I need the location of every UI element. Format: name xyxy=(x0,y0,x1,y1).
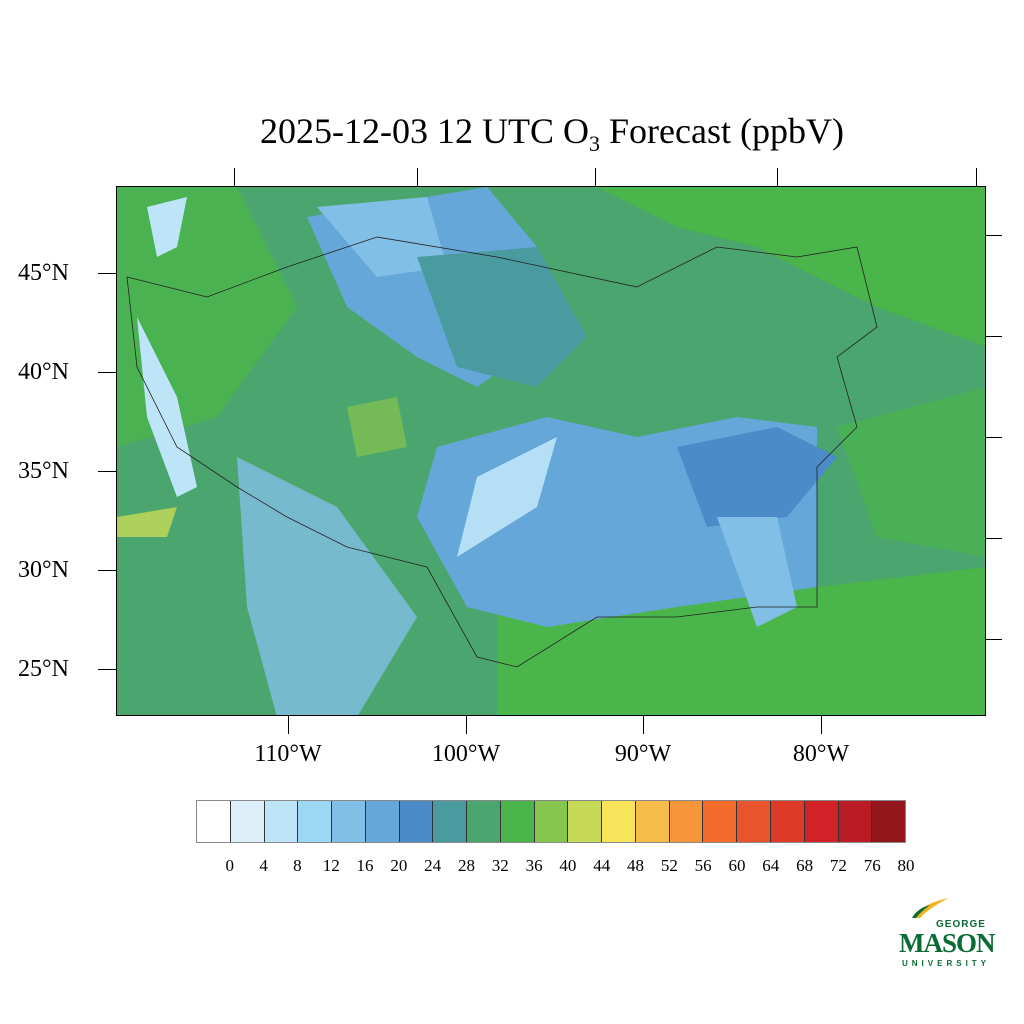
left-tick xyxy=(98,669,116,670)
ozone-region-canada-east xyxy=(597,187,985,347)
logo-line1: GEORGE xyxy=(936,919,986,930)
ozone-region-montana xyxy=(317,197,447,277)
figure-title: 2025-12-03 12 UTC O3 Forecast (ppbV) xyxy=(0,110,1024,157)
colorbar-label: 68 xyxy=(796,856,814,875)
ozone-map xyxy=(116,186,986,716)
left-tick xyxy=(98,471,116,472)
colorbar-label: 72 xyxy=(829,856,847,875)
top-tick xyxy=(234,168,235,186)
colorbar-label: 0 xyxy=(225,856,235,875)
colorbar-swatch xyxy=(365,801,400,842)
logo-flame-icon xyxy=(912,898,948,918)
colorbar-label: 28 xyxy=(457,856,475,875)
colorbar xyxy=(196,800,906,843)
right-tick xyxy=(986,538,1002,539)
colorbar-swatch xyxy=(703,801,738,842)
ozone-region-dakotas xyxy=(417,247,587,387)
ozone-region-southeast xyxy=(677,427,837,527)
top-tick xyxy=(777,168,778,186)
colorbar-swatch xyxy=(635,801,670,842)
colorbar-label: 16 xyxy=(356,856,374,875)
left-tick xyxy=(98,570,116,571)
ozone-region-atlantic xyxy=(837,387,985,557)
bottom-tick xyxy=(288,716,289,734)
colorbar-label: 4 xyxy=(259,856,268,875)
colorbar-swatch xyxy=(804,801,839,842)
right-tick xyxy=(986,437,1002,438)
colorbar-swatch xyxy=(500,801,535,842)
colorbar-swatch xyxy=(399,801,434,842)
colorbar-swatch xyxy=(264,801,299,842)
george-mason-logo: GEORGE MASON UNIVERSITY xyxy=(896,898,1016,972)
colorbar-swatch xyxy=(602,801,636,842)
bottom-tick xyxy=(643,716,644,734)
bottom-tick xyxy=(821,716,822,734)
left-tick xyxy=(98,273,116,274)
colorbar-label: 48 xyxy=(627,856,645,875)
colorbar-label: 24 xyxy=(424,856,442,875)
colorbar-label: 76 xyxy=(863,856,881,875)
lat-label: 40°N xyxy=(18,359,69,385)
colorbar-label: 44 xyxy=(593,856,611,875)
colorbar-label: 20 xyxy=(390,856,408,875)
colorbar-label: 52 xyxy=(660,856,678,875)
colorbar-swatch xyxy=(230,801,265,842)
lat-label: 45°N xyxy=(18,260,69,286)
colorbar-label: 8 xyxy=(293,856,302,875)
colorbar-swatch xyxy=(332,801,366,842)
bottom-tick xyxy=(466,716,467,734)
title-suffix: Forecast (ppbV) xyxy=(600,111,844,151)
colorbar-swatch xyxy=(298,801,333,842)
left-tick xyxy=(98,372,116,373)
logo-line3: UNIVERSITY xyxy=(902,959,991,968)
colorbar-swatch xyxy=(737,801,772,842)
colorbar-swatch xyxy=(433,801,468,842)
colorbar-swatch xyxy=(669,801,704,842)
coastline-borders xyxy=(126,236,878,668)
right-tick xyxy=(986,639,1002,640)
logo-line2: MASON xyxy=(899,928,995,958)
top-tick xyxy=(595,168,596,186)
lat-label: 30°N xyxy=(18,557,69,583)
right-tick xyxy=(986,336,1002,337)
lon-label: 90°W xyxy=(614,741,672,767)
colorbar-swatch xyxy=(467,801,501,842)
colorbar-label: 32 xyxy=(491,856,509,875)
top-tick xyxy=(417,168,418,186)
title-text: 2025-12-03 12 UTC O xyxy=(260,111,590,151)
top-tick xyxy=(976,168,977,186)
ozone-region-colorado xyxy=(347,397,407,457)
colorbar-label: 36 xyxy=(525,856,543,875)
lon-label: 80°W xyxy=(792,741,850,767)
lat-label: 35°N xyxy=(18,458,69,484)
lat-label: 25°N xyxy=(18,656,69,682)
colorbar-label: 64 xyxy=(762,856,780,875)
right-tick xyxy=(986,235,1002,236)
colorbar-label: 56 xyxy=(694,856,712,875)
colorbar-swatch xyxy=(568,801,603,842)
ozone-region-oklahoma-low xyxy=(457,437,557,557)
ozone-region-washington xyxy=(147,197,187,257)
colorbar-swatch xyxy=(872,801,906,842)
lon-label: 100°W xyxy=(431,741,501,767)
ozone-region-georgia xyxy=(717,517,797,627)
colorbar-swatch xyxy=(771,801,805,842)
colorbar-label: 12 xyxy=(322,856,340,875)
ozone-region-mexico xyxy=(237,457,417,715)
ozone-region-california xyxy=(137,317,197,497)
ozone-region-pacific-high xyxy=(117,507,177,537)
colorbar-swatch xyxy=(838,801,873,842)
colorbar-label: 60 xyxy=(728,856,746,875)
title-subscript: 3 xyxy=(589,131,601,157)
colorbar-label: 40 xyxy=(559,856,577,875)
colorbar-label: 80 xyxy=(897,856,915,875)
ozone-field xyxy=(117,187,985,715)
colorbar-swatch xyxy=(534,801,569,842)
lon-label: 110°W xyxy=(254,741,322,767)
colorbar-swatch xyxy=(197,801,231,842)
